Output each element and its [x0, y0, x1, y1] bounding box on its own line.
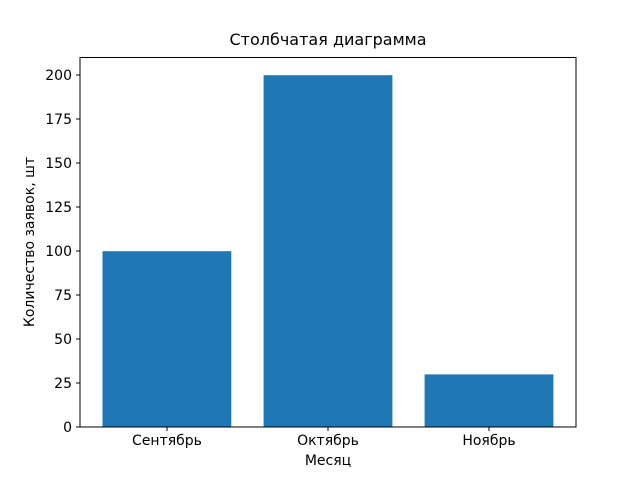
x-axis-label: Месяц [304, 453, 352, 469]
y-tick-label: 150 [45, 156, 72, 172]
x-tick-label: Октябрь [297, 433, 359, 449]
y-tick-label: 25 [54, 376, 72, 392]
y-tick-label: 0 [63, 420, 72, 436]
y-tick-label: 75 [54, 288, 72, 304]
bar-Октябрь [263, 75, 393, 428]
y-tick-label: 125 [45, 200, 72, 216]
x-tick-label: Сентябрь [132, 433, 202, 449]
y-tick-label: 200 [45, 68, 72, 84]
y-tick-label: 50 [54, 332, 72, 348]
bar-Ноябрь [424, 374, 554, 428]
x-tick-label: Ноябрь [462, 433, 515, 449]
y-tick-label: 100 [45, 244, 72, 260]
bar-Сентябрь [102, 251, 232, 428]
chart-title: Столбчатая диаграмма [229, 30, 427, 49]
y-tick-label: 175 [45, 112, 72, 128]
y-axis-label: Количество заявок, шт [22, 156, 38, 328]
